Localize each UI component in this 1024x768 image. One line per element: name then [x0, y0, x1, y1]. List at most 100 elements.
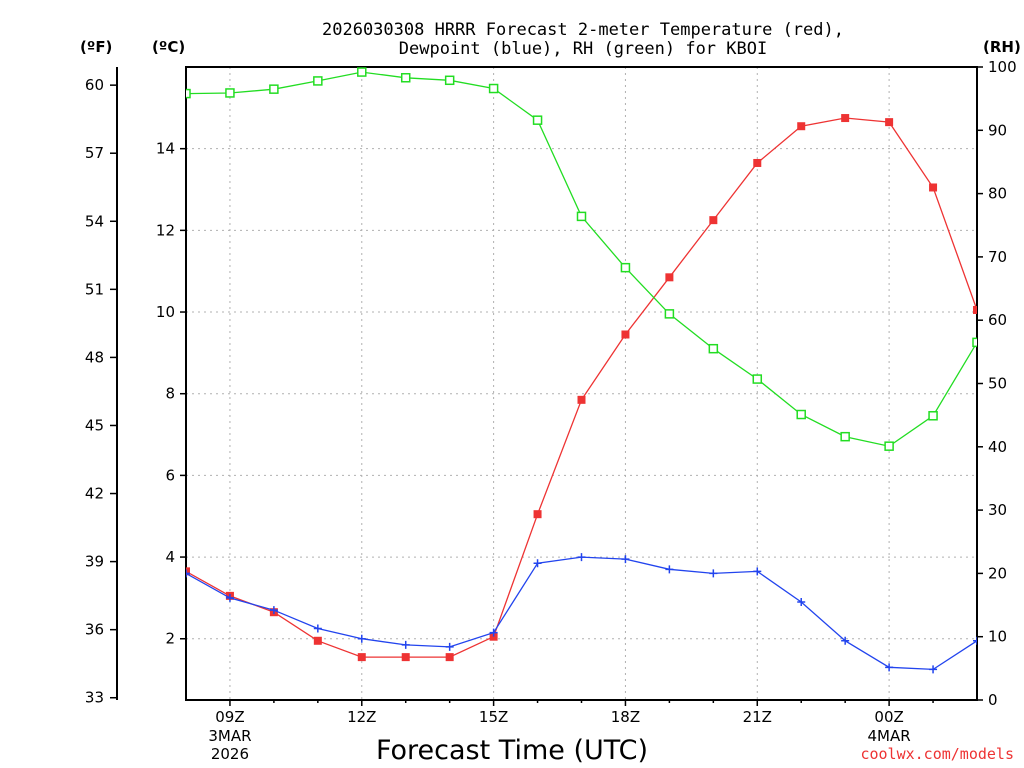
rh-tick-label: 60 — [988, 311, 1007, 329]
rh-tick-label: 80 — [988, 185, 1007, 203]
x-tick-label: 15Z — [479, 708, 508, 726]
celsius-tick-label: 12 — [156, 221, 175, 239]
temperature-point — [753, 158, 762, 167]
celsius-tick-label: 14 — [156, 140, 175, 158]
rh-point — [796, 409, 806, 420]
rh-point — [225, 88, 235, 98]
x-tick-label: 00Z — [874, 708, 903, 726]
rh-point — [186, 88, 191, 99]
rh-line — [186, 71, 977, 447]
fahrenheit-tick-label: 48 — [85, 348, 104, 366]
dewpoint-point — [533, 559, 542, 568]
celsius-tick-label: 10 — [156, 303, 175, 321]
celsius-tick-label: 6 — [165, 466, 175, 484]
rh-point — [752, 374, 763, 384]
dewpoint-point — [621, 555, 630, 564]
temperature-point — [665, 273, 674, 282]
rh-tick-label: 30 — [988, 501, 1007, 519]
fahrenheit-tick-label: 45 — [85, 416, 104, 434]
rh-point — [488, 83, 499, 94]
fahrenheit-tick-label: 51 — [85, 280, 104, 298]
rh-point — [269, 84, 279, 94]
rh-tick-label: 20 — [988, 564, 1007, 582]
data-series — [186, 67, 977, 674]
credit-link[interactable]: coolwx.com/models — [860, 745, 1014, 763]
dewpoint-point — [186, 569, 190, 578]
dewpoint-point — [973, 636, 977, 645]
temperature-point — [885, 118, 894, 127]
fahrenheit-unit-label: (ºF) — [80, 38, 112, 56]
rh-tick-label: 90 — [988, 121, 1007, 139]
chart-title-line-2: Dewpoint (blue), RH (green) for KBOI — [399, 39, 767, 59]
rh-point — [357, 67, 367, 77]
temperature-point — [709, 216, 718, 225]
fahrenheit-tick-label: 33 — [85, 689, 104, 707]
plot-frame — [185, 66, 978, 701]
fahrenheit-tick-label: 54 — [85, 212, 104, 230]
dewpoint-point — [489, 628, 498, 637]
x-tick-label: 18Z — [611, 708, 640, 726]
rh-tick-label: 50 — [988, 375, 1007, 393]
dewpoint-point — [709, 569, 718, 578]
rh-tick-label: 100 — [988, 58, 1017, 76]
rh-point — [664, 309, 675, 319]
temperature-point — [929, 183, 938, 192]
fahrenheit-tick-label: 60 — [85, 76, 104, 94]
temperature-point — [401, 653, 410, 662]
rh-tick-label: 0 — [988, 691, 998, 709]
temperature-point — [489, 632, 498, 641]
rh-point — [840, 431, 850, 442]
rh-tick-label: 40 — [988, 438, 1007, 456]
rh-tick-label: 10 — [988, 628, 1007, 646]
temperature-point — [186, 567, 190, 576]
x-tick-label: 09Z — [215, 708, 244, 726]
fahrenheit-tick-label: 42 — [85, 485, 104, 503]
rh-point — [313, 76, 323, 86]
dewpoint-point — [753, 567, 762, 576]
x-tick-sublabel: 3MAR — [208, 727, 251, 745]
dewpoint-point — [357, 634, 366, 643]
temperature-point — [973, 305, 977, 314]
dewpoint-point — [665, 565, 674, 574]
temperature-point — [533, 510, 542, 519]
x-tick-sublabel: 2026 — [211, 745, 249, 763]
dewpoint-point — [269, 606, 278, 615]
celsius-tick-label: 4 — [165, 548, 175, 566]
dewpoint-point — [313, 624, 322, 633]
temperature-point — [841, 114, 850, 123]
fahrenheit-tick-label: 39 — [85, 553, 104, 571]
dewpoint-point — [225, 593, 234, 602]
dewpoint-point — [797, 597, 806, 606]
temperature-point — [797, 122, 806, 131]
dewpoint-point — [841, 636, 850, 645]
rh-point — [532, 115, 543, 125]
x-tick-sublabel: 4MAR — [868, 727, 911, 745]
dewpoint-point — [445, 642, 454, 651]
x-axis-title: Forecast Time (UTC) — [376, 735, 648, 766]
x-tick-label: 21Z — [743, 708, 772, 726]
dewpoint-point — [885, 663, 894, 672]
rh-point — [620, 262, 631, 273]
temperature-point — [313, 636, 322, 645]
temperature-point — [445, 653, 454, 662]
rh-point — [444, 75, 455, 86]
rh-point — [928, 411, 938, 421]
rh-point — [884, 441, 894, 451]
temperature-point — [577, 395, 586, 404]
rh-point — [972, 337, 977, 348]
celsius-tick-label: 2 — [165, 630, 175, 648]
dewpoint-point — [577, 553, 586, 562]
dewpoint-point — [401, 640, 410, 649]
dewpoint-line — [186, 556, 977, 671]
fahrenheit-tick-label: 36 — [85, 621, 104, 639]
dewpoint-point — [929, 665, 938, 674]
rh-unit-label: (RH) — [983, 38, 1021, 56]
celsius-unit-label: (ºC) — [152, 38, 185, 56]
fahrenheit-tick-label: 57 — [85, 144, 104, 162]
temperature-line — [186, 117, 977, 658]
rh-point — [400, 73, 411, 83]
rh-tick-label: 70 — [988, 248, 1007, 266]
x-tick-label: 12Z — [347, 708, 376, 726]
